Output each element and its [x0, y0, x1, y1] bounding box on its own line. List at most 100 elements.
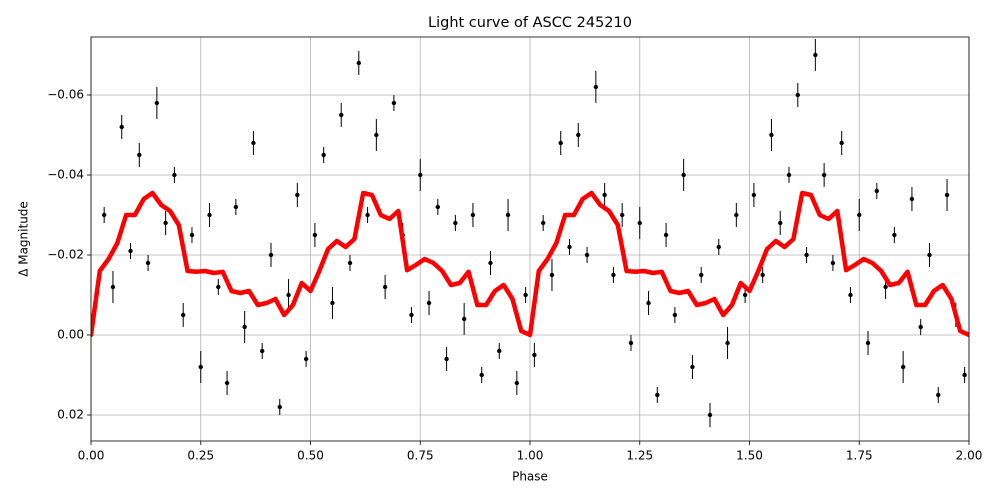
y-tick-label: −0.06: [47, 88, 84, 102]
data-point: [655, 392, 660, 398]
data-point: [154, 100, 160, 106]
data-point: [435, 204, 441, 210]
data-point: [628, 340, 634, 346]
data-point: [699, 272, 704, 278]
data-point: [830, 260, 836, 266]
data-point: [303, 356, 309, 362]
data-point: [268, 252, 274, 258]
data-point: [321, 152, 326, 158]
data-point: [751, 192, 757, 198]
data-point: [488, 260, 493, 266]
x-tick-label: 0.50: [297, 449, 324, 463]
x-tick-label: 2.00: [956, 449, 983, 463]
data-point: [918, 324, 923, 330]
data-point: [690, 364, 695, 370]
y-tick-label: 0.02: [57, 408, 84, 422]
data-point: [663, 232, 669, 238]
data-point: [505, 212, 511, 218]
data-point: [260, 348, 265, 354]
x-tick-label: 1.00: [517, 449, 544, 463]
data-point: [567, 244, 572, 250]
data-point: [418, 172, 423, 178]
data-point: [356, 60, 361, 66]
data-point: [207, 212, 212, 218]
y-axis-label: Δ Magnitude: [17, 201, 31, 277]
data-point: [734, 212, 739, 218]
y-tick-label: −0.04: [47, 168, 84, 182]
data-point: [365, 212, 370, 218]
data-point: [900, 364, 906, 370]
data-point: [330, 300, 335, 306]
data-point: [180, 312, 186, 318]
data-point: [224, 380, 230, 386]
data-point: [277, 404, 282, 410]
data-point: [347, 260, 353, 266]
data-point: [172, 172, 177, 178]
data-point: [725, 340, 730, 346]
data-point: [532, 352, 537, 358]
x-tick-label: 1.50: [736, 449, 763, 463]
x-tick-label: 1.75: [846, 449, 873, 463]
data-point: [936, 392, 941, 398]
data-point: [382, 284, 388, 290]
axes-layer: 0.00 0.25 0.50 0.75 1.00 1.25 1.50 1.75 2.00 −0.0…: [47, 88, 982, 463]
data-point: [137, 152, 142, 158]
data-point: [593, 84, 599, 90]
data-point: [716, 244, 721, 250]
data-point: [312, 232, 318, 238]
data-point: [944, 192, 950, 198]
data-point: [110, 284, 116, 290]
data-point: [242, 324, 247, 330]
data-point: [927, 252, 932, 258]
data-point: [874, 188, 880, 194]
data-point: [479, 372, 484, 378]
x-tick-label: 0.25: [187, 449, 214, 463]
data-point: [497, 348, 502, 354]
data-point: [549, 272, 555, 278]
data-point: [523, 292, 528, 298]
data-point: [821, 172, 827, 178]
data-point: [707, 412, 713, 418]
data-point: [883, 284, 888, 290]
data-point: [163, 220, 168, 226]
data-point: [865, 340, 871, 346]
plot-area: [91, 39, 969, 427]
data-point: [576, 132, 581, 138]
x-tick-label: 1.25: [626, 449, 653, 463]
data-point: [514, 380, 520, 386]
x-tick-label: 0.00: [78, 449, 105, 463]
data-point: [892, 232, 897, 238]
data-point: [839, 140, 844, 146]
data-point: [251, 140, 256, 146]
y-tick-label: 0.00: [57, 328, 84, 342]
data-point: [584, 252, 590, 258]
data-point: [909, 196, 915, 202]
data-point: [637, 220, 642, 226]
data-point: [295, 192, 300, 198]
data-point: [602, 192, 607, 198]
data-point: [198, 364, 203, 370]
data-point: [813, 52, 818, 58]
data-point: [470, 212, 476, 218]
data-point: [681, 172, 686, 178]
data-point: [101, 212, 107, 218]
x-axis-label: Phase: [512, 470, 548, 484]
data-point: [540, 220, 546, 226]
data-point: [339, 112, 344, 118]
data-point: [857, 212, 862, 218]
data-point: [444, 356, 449, 362]
data-point: [233, 204, 239, 210]
data-point: [286, 292, 291, 298]
data-point: [962, 372, 967, 378]
data-point: [778, 220, 783, 226]
data-point: [391, 100, 397, 106]
data-point: [189, 232, 195, 238]
y-tick-label: −0.02: [47, 248, 84, 262]
data-point: [646, 300, 651, 306]
data-point: [409, 312, 414, 318]
x-tick-label: 0.75: [407, 449, 434, 463]
data-point: [804, 252, 809, 258]
data-point: [128, 248, 133, 254]
data-point: [848, 292, 853, 298]
